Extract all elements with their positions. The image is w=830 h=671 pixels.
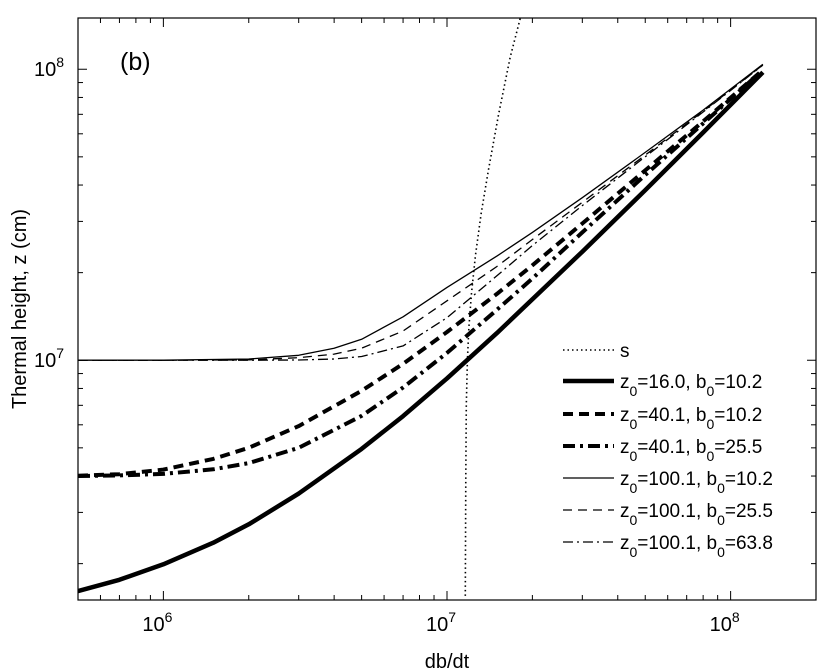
tick-exponent: 8 (56, 54, 64, 70)
label-part: z (620, 533, 630, 554)
label-part: z (620, 405, 630, 426)
legend: s z0=16.0, b0=10.2 z0=40.1, b0=10.2 z0=4… (563, 341, 773, 560)
series-line-0 (464, 18, 522, 596)
tick-base: 10 (34, 59, 56, 81)
tick-exponent: 8 (732, 609, 740, 625)
label-subscript: 0 (630, 512, 638, 528)
label-part: =40.1, b (637, 437, 706, 458)
legend-entry: z0=16.0, b0=10.2 (563, 372, 762, 399)
legend-label: z0=40.1, b0=25.5 (620, 437, 762, 464)
tick-exponent: 7 (448, 609, 456, 625)
x-axis-label: db/dt (425, 651, 470, 671)
legend-label: z0=100.1, b0=25.5 (620, 501, 773, 528)
legend-entry: z0=100.1, b0=25.5 (563, 501, 773, 528)
legend-entry: z0=100.1, b0=63.8 (563, 533, 773, 560)
label-part: =10.2 (714, 372, 762, 393)
series-line-4 (78, 63, 764, 361)
tick-base: 10 (34, 350, 56, 372)
label-part: =100.1, b (637, 533, 717, 554)
label-part: =100.1, b (637, 469, 717, 490)
label-subscript: 0 (707, 383, 715, 399)
y-tick-label: 107 (34, 345, 64, 372)
label-part: =63.8 (725, 533, 773, 554)
label-part: z (620, 501, 630, 522)
x-tick-label: 108 (710, 609, 740, 636)
label-part: =10.2 (725, 469, 773, 490)
tick-exponent: 6 (165, 609, 173, 625)
tick-base: 10 (142, 614, 164, 636)
label-part: =100.1, b (637, 501, 717, 522)
series-line-6 (78, 64, 764, 361)
legend-label: z0=100.1, b0=10.2 (620, 469, 773, 496)
label-part: z (620, 437, 630, 458)
label-subscript: 0 (717, 544, 725, 560)
legend-label: s (620, 341, 630, 362)
label-subscript: 0 (707, 448, 715, 464)
series-line-2 (78, 68, 765, 478)
tick-exponent: 7 (56, 345, 64, 361)
legend-entry: z0=40.1, b0=25.5 (563, 437, 762, 464)
legend-label: z0=100.1, b0=63.8 (620, 533, 773, 560)
series-line-3 (78, 68, 765, 478)
legend-label: z0=40.1, b0=10.2 (620, 405, 762, 432)
legend-label: z0=16.0, b0=10.2 (620, 372, 762, 399)
series-line-1 (78, 70, 765, 594)
series-layer (78, 18, 765, 596)
x-tick-label: 107 (426, 609, 456, 636)
label-subscript: 0 (630, 480, 638, 496)
label-subscript: 0 (707, 416, 715, 432)
label-subscript: 0 (630, 448, 638, 464)
label-part: =25.5 (714, 437, 762, 458)
legend-entry: s (563, 341, 630, 362)
label-part: =40.1, b (637, 405, 706, 426)
label-part: =16.0, b (637, 372, 706, 393)
x-tick-label: 106 (142, 609, 172, 636)
panel-label: (b) (120, 48, 151, 76)
y-axis-label: Thermal height, z (cm) (9, 209, 31, 409)
label-subscript: 0 (630, 383, 638, 399)
tick-base: 10 (710, 614, 732, 636)
y-tick-label: 108 (34, 54, 64, 81)
tick-base: 10 (426, 614, 448, 636)
legend-entry: z0=100.1, b0=10.2 (563, 469, 773, 496)
label-part: =25.5 (725, 501, 773, 522)
label-subscript: 0 (717, 480, 725, 496)
label-part: z (620, 372, 630, 393)
label-subscript: 0 (717, 512, 725, 528)
label-subscript: 0 (630, 544, 638, 560)
legend-entry: z0=40.1, b0=10.2 (563, 405, 762, 432)
label-part: =10.2 (714, 405, 762, 426)
label-subscript: 0 (630, 416, 638, 432)
label-part: z (620, 469, 630, 490)
series-line-5 (78, 64, 764, 361)
